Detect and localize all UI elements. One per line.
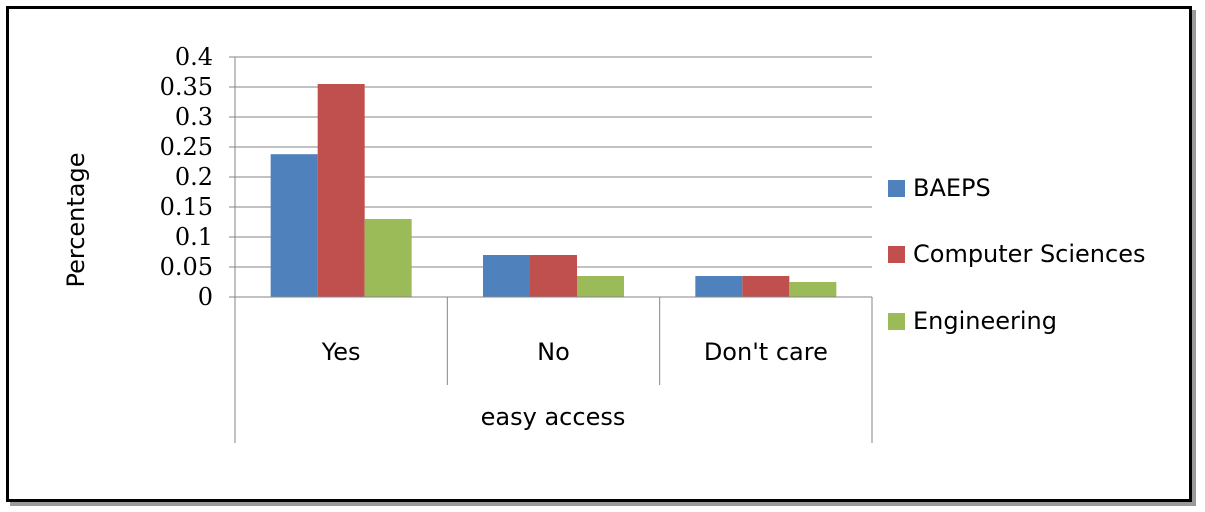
y-tick-label: 0.15: [160, 193, 213, 221]
legend: BAEPS Computer Sciences Engineering: [888, 174, 1145, 335]
bar-baeps-1: [483, 255, 530, 297]
bars: [270, 84, 837, 297]
bar-computer-sciences-0: [317, 84, 365, 297]
y-axis-title: Percentage: [62, 152, 90, 287]
legend-swatch: [888, 180, 905, 197]
y-tick-label: 0.05: [160, 253, 213, 281]
bar-baeps-2: [695, 276, 743, 297]
bar-computer-sciences-1: [530, 255, 577, 297]
y-tick-label: 0.3: [175, 103, 213, 131]
y-tick-label: 0.1: [175, 223, 213, 251]
bar-engineering-1: [577, 276, 624, 297]
bar-computer-sciences-2: [742, 276, 790, 297]
legend-swatch: [888, 313, 905, 330]
category-label: Don't care: [704, 338, 828, 366]
bar-engineering-2: [789, 282, 837, 297]
legend-label: BAEPS: [913, 174, 991, 202]
y-tick-labels: 00.050.10.150.20.250.30.350.4: [160, 43, 235, 311]
bar-baeps-0: [270, 154, 318, 297]
legend-label: Computer Sciences: [913, 240, 1145, 268]
category-label: Yes: [321, 338, 361, 366]
legend-label: Engineering: [913, 307, 1057, 335]
chart-frame: [6, 6, 1192, 502]
axes: [234, 57, 873, 443]
bar-engineering-0: [364, 219, 412, 297]
category-labels: Yes No Don't care: [321, 338, 828, 366]
y-tick-label: 0.2: [175, 163, 213, 191]
y-tick-label: 0.4: [175, 43, 213, 71]
y-tick-label: 0: [198, 283, 213, 311]
y-tick-label: 0.35: [160, 73, 213, 101]
legend-swatch: [888, 246, 905, 263]
category-label: No: [537, 338, 570, 366]
y-tick-label: 0.25: [160, 133, 213, 161]
group-label: easy access: [481, 403, 626, 431]
